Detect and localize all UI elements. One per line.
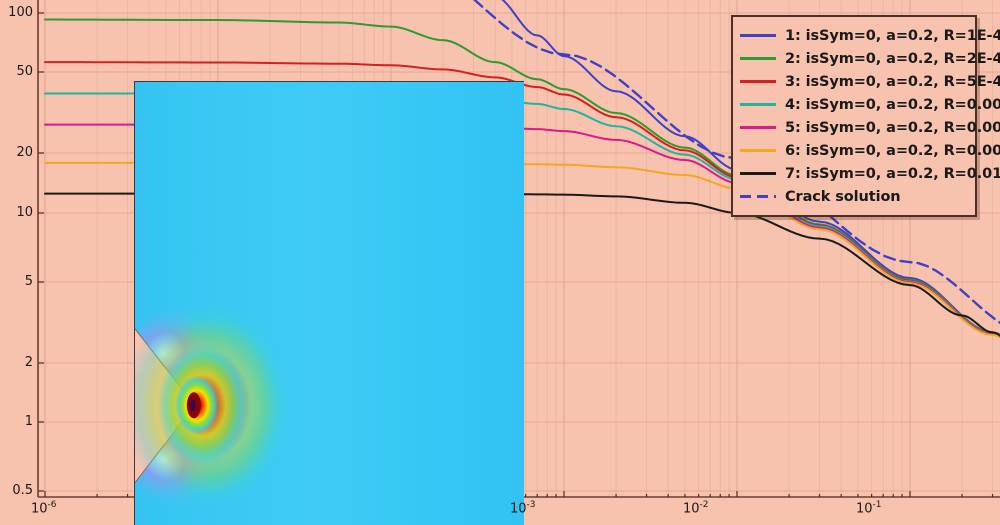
legend-item-4[interactable]: 4: isSym=0, a=0.2, R=0.001 (740, 93, 1000, 116)
y-tick-label-1: 50 (16, 64, 33, 79)
legend-item-2[interactable]: 2: isSym=0, a=0.2, R=2E-4 (740, 47, 1000, 70)
legend-label-5: 5: isSym=0, a=0.2, R=0.002 (785, 119, 1000, 136)
y-tick-label-3: 10 (16, 205, 33, 220)
legend-label-7: 7: isSym=0, a=0.2, R=0.01 (785, 165, 1000, 182)
y-tick-label-5: 2 (24, 355, 33, 370)
stress-singularity-point (190, 399, 196, 412)
legend-item-5[interactable]: 5: isSym=0, a=0.2, R=0.002 (740, 116, 1000, 139)
legend-label-6: 6: isSym=0, a=0.2, R=0.005 (785, 142, 1000, 159)
y-tick-label-6: 1 (24, 414, 33, 429)
legend-item-8[interactable]: Crack solution (740, 185, 966, 208)
x-tick-label-1: 10-3 (510, 500, 536, 517)
x-tick-label-2: 10-2 (683, 500, 709, 517)
legend-label-3: 3: isSym=0, a=0.2, R=5E-4 (785, 73, 1000, 90)
series-line-8 (472, 0, 1000, 325)
stress-field-contour-plot (135, 82, 524, 525)
legend-item-7[interactable]: 7: isSym=0, a=0.2, R=0.01 (740, 162, 1000, 185)
y-tick-label-7: 0.5 (12, 483, 33, 498)
x-tick-label-0: 10-6 (31, 500, 57, 517)
legend-label-2: 2: isSym=0, a=0.2, R=2E-4 (785, 50, 1000, 67)
legend-item-1[interactable]: 1: isSym=0, a=0.2, R=1E-4 (740, 24, 1000, 47)
legend-item-3[interactable]: 3: isSym=0, a=0.2, R=5E-4 (740, 70, 1000, 93)
series-line-1 (501, 0, 1000, 336)
legend-box[interactable]: 1: isSym=0, a=0.2, R=1E-4 2: isSym=0, a=0… (731, 15, 1000, 217)
inset-stress-field (134, 81, 524, 525)
x-tick-label-3: 10-1 (856, 500, 882, 517)
y-tick-label-2: 20 (16, 145, 33, 160)
y-tick-label-4: 5 (24, 274, 33, 289)
legend-label-1: 1: isSym=0, a=0.2, R=1E-4 (785, 27, 1000, 44)
legend-label-8: Crack solution (785, 188, 901, 205)
legend-label-4: 4: isSym=0, a=0.2, R=0.001 (785, 96, 1000, 113)
legend-item-6[interactable]: 6: isSym=0, a=0.2, R=0.005 (740, 139, 1000, 162)
y-tick-label-0: 100 (8, 5, 33, 20)
